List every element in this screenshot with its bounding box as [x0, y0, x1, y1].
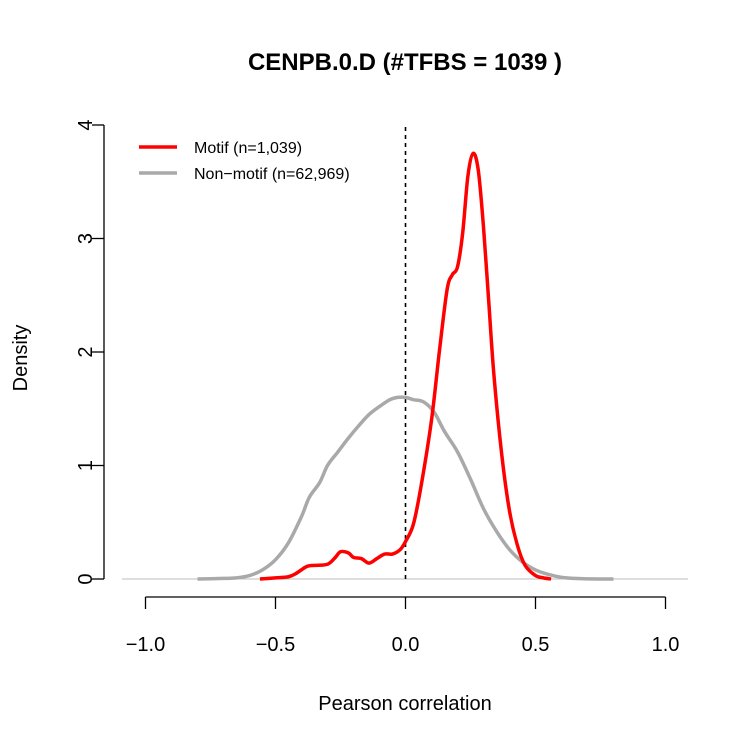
plot-area: −1.0 −0.5 0.0 0.5 1.0 0 1 2 3 4 — [75, 119, 688, 656]
x-tick-label: 0.0 — [392, 634, 420, 656]
y-tick-label: 0 — [75, 573, 97, 584]
y-tick-label: 4 — [75, 119, 97, 130]
y-tick-label: 2 — [75, 346, 97, 357]
x-tick-label: −0.5 — [256, 634, 295, 656]
y-tick-label: 1 — [75, 460, 97, 471]
y-tick-label: 3 — [75, 233, 97, 244]
series-line-motif-n-1-039 — [259, 151, 552, 581]
legend-label-motif-n-1-039: Motif (n=1,039) — [194, 140, 302, 157]
x-tick-label: 0.5 — [522, 634, 550, 656]
chart-title: CENPB.0.D (#TFBS = 1039 ) — [248, 49, 562, 76]
y-axis-label: Density — [10, 325, 32, 392]
legend: Motif (n=1,039) Non−motif (n=62,969) — [139, 140, 350, 183]
x-axis-label: Pearson correlation — [318, 693, 491, 715]
x-tick-label: −1.0 — [126, 634, 165, 656]
x-tick-label: 1.0 — [652, 634, 680, 656]
legend-label-non-motif-n-62-969: Non−motif (n=62,969) — [194, 166, 350, 183]
